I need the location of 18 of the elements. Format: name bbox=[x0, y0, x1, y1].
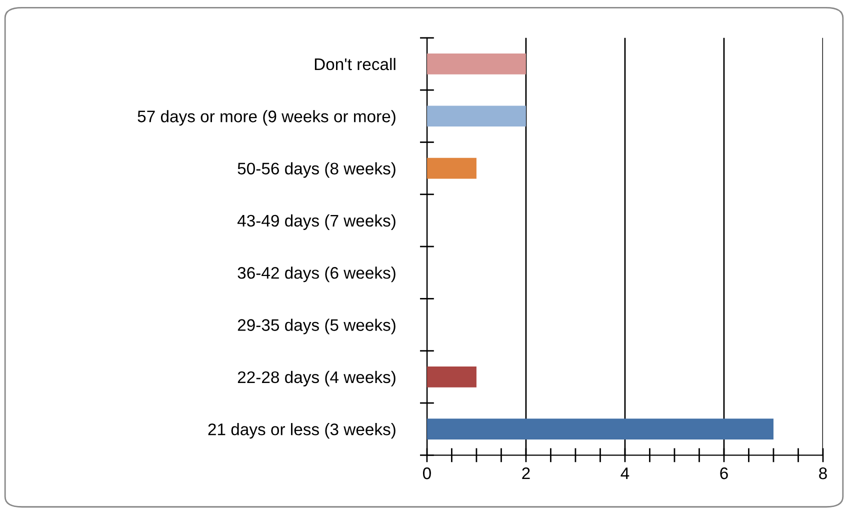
y-tick-label: 36-42 days (6 weeks) bbox=[238, 266, 396, 282]
y-tick-label: 22-28 days (4 weeks) bbox=[238, 370, 396, 386]
y-tick-label: 43-49 days (7 weeks) bbox=[237, 214, 396, 230]
x-tick-label: 0 bbox=[422, 467, 431, 480]
y-tick-label: 50-56 days (8 weeks) bbox=[238, 162, 396, 178]
bar bbox=[426, 54, 526, 74]
bar bbox=[426, 158, 476, 179]
bar bbox=[426, 106, 526, 127]
bar bbox=[426, 366, 476, 388]
x-tick-label: 6 bbox=[720, 467, 728, 480]
y-tick-label: Don't recall bbox=[314, 58, 396, 70]
x-tick-label: 8 bbox=[819, 467, 827, 480]
x-tick-label: 4 bbox=[620, 468, 630, 480]
bar bbox=[426, 418, 774, 440]
y-tick-label: 29-35 days (5 weeks) bbox=[238, 318, 396, 334]
y-tick-label: 21 days or less (3 weeks) bbox=[208, 423, 396, 439]
x-tick-label: 2 bbox=[522, 467, 530, 480]
y-tick-label: 57 days or more (9 weeks or more) bbox=[138, 110, 396, 126]
